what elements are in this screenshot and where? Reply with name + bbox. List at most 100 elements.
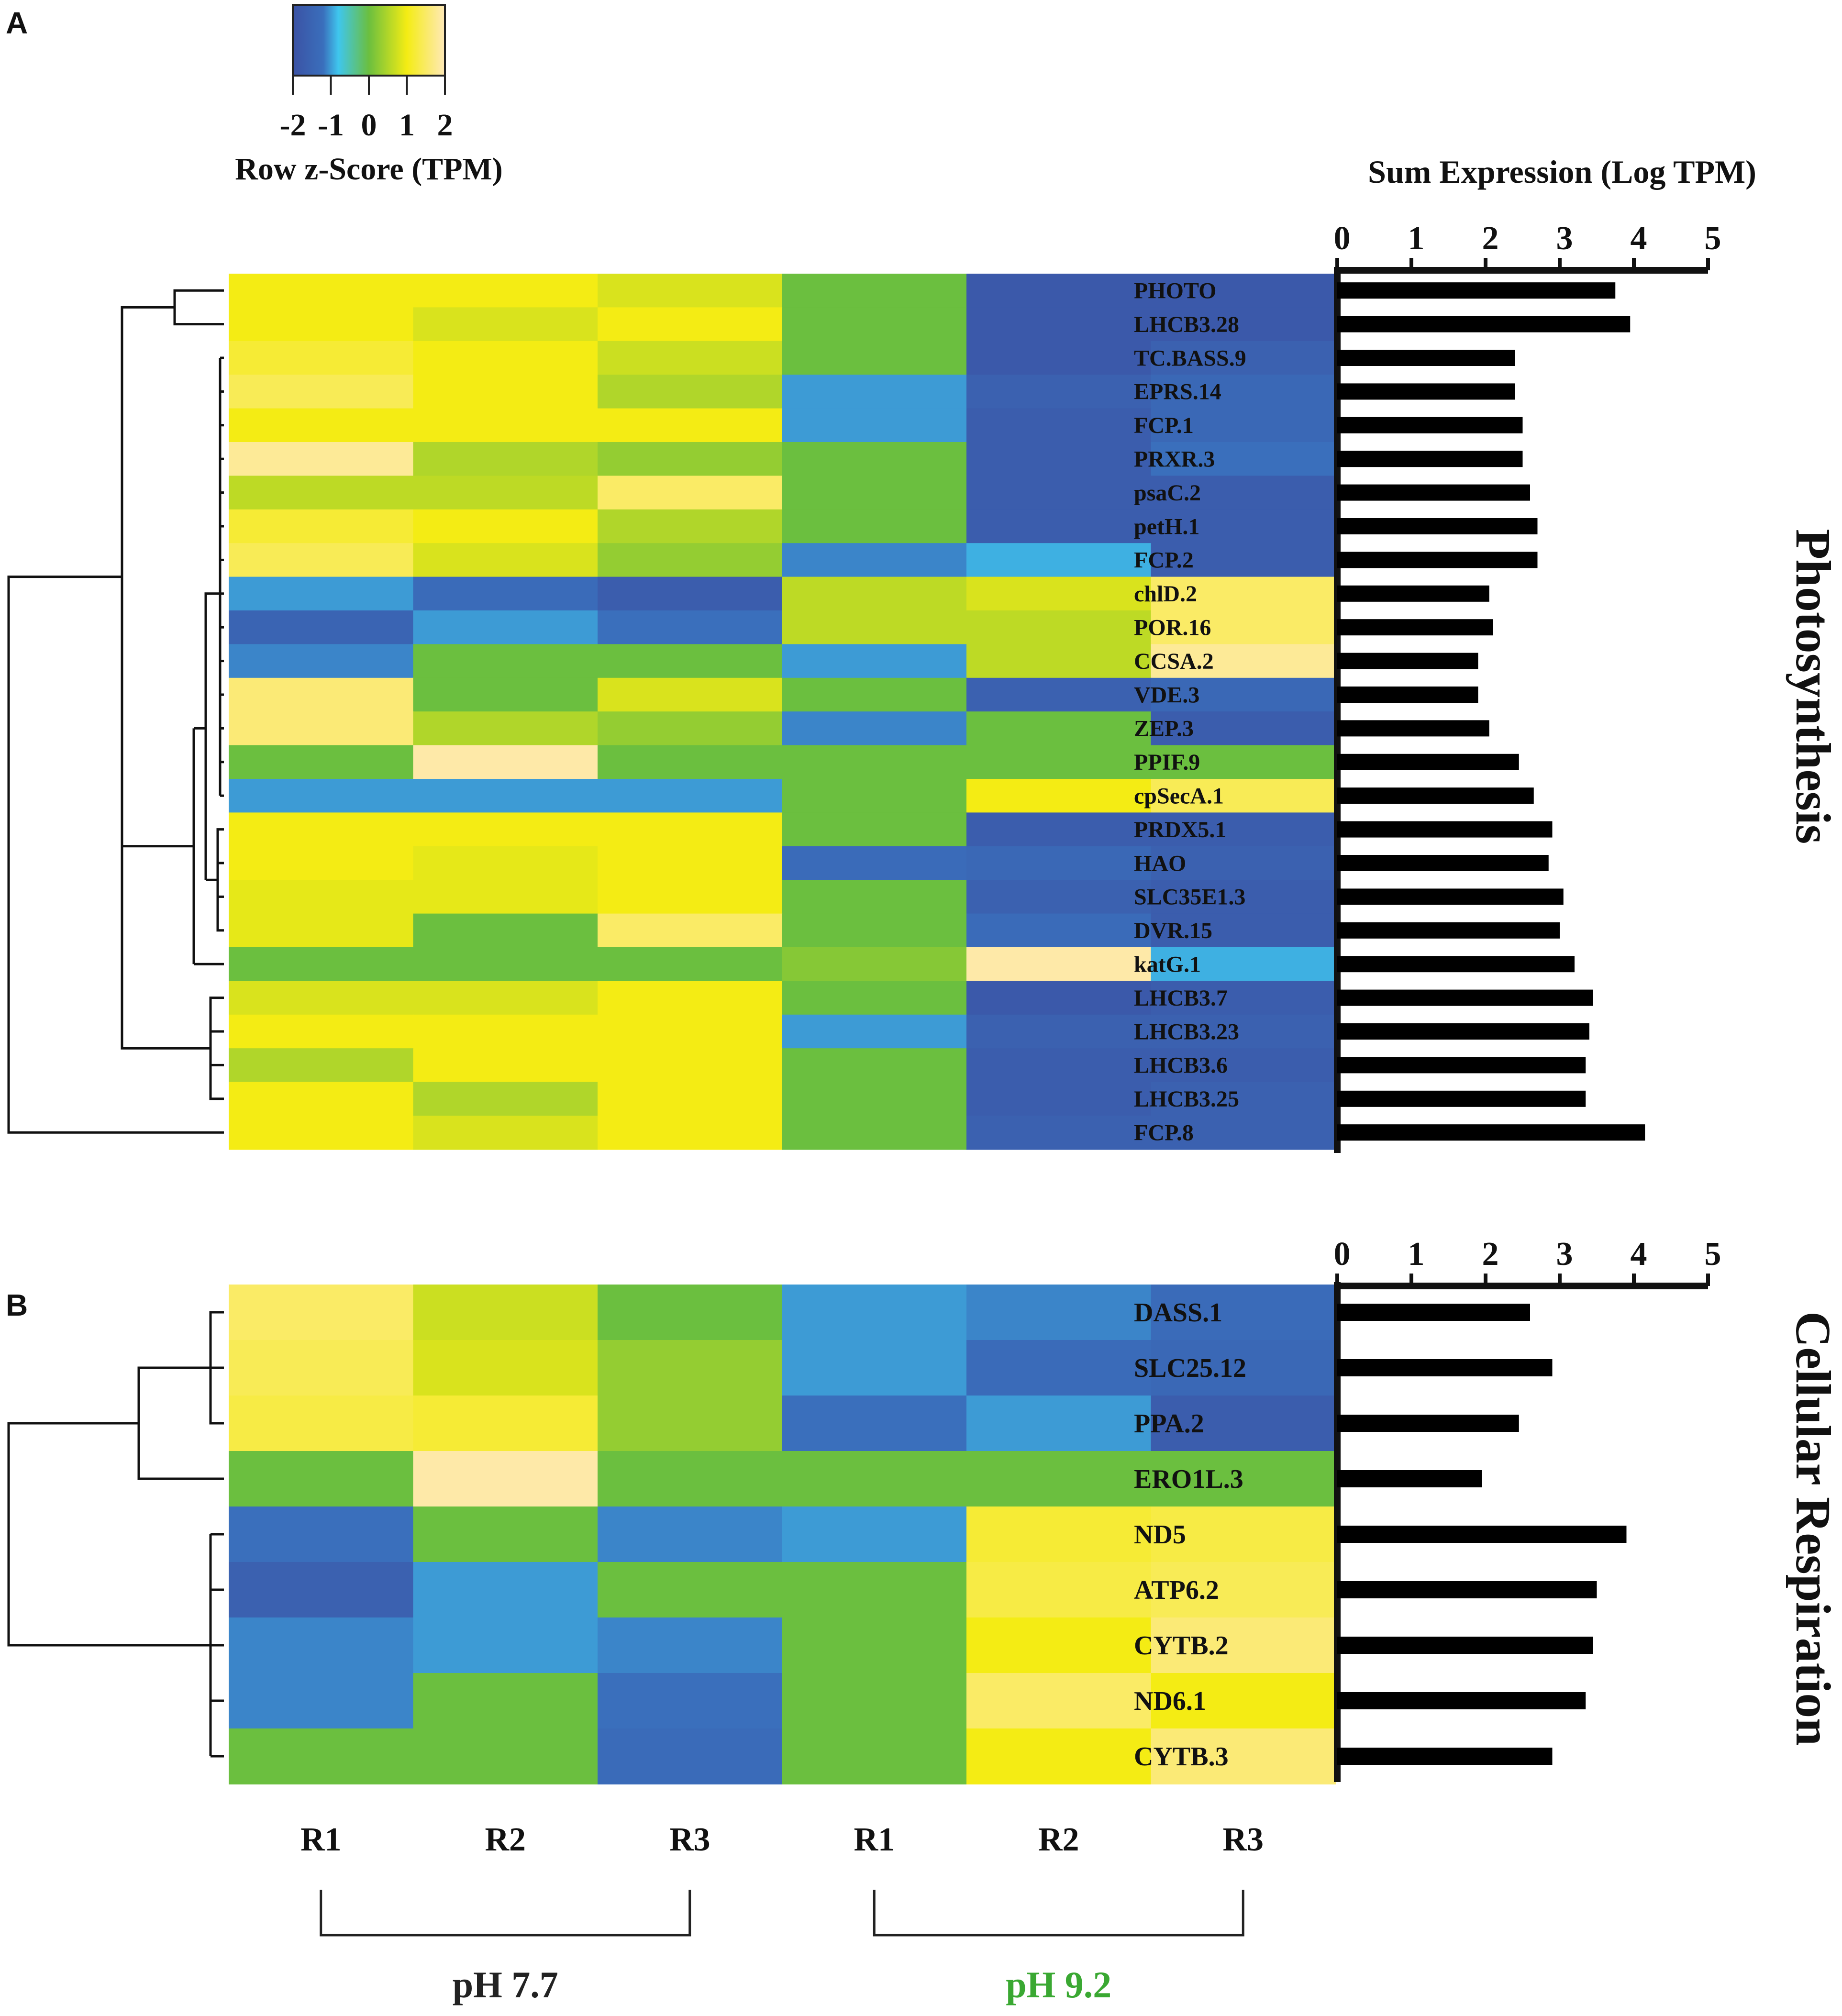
row-label: LHCB3.28 [1134, 312, 1239, 337]
dendrogram-respiration [7, 1311, 224, 1758]
heatmap-cell [966, 307, 1152, 342]
bar [1337, 855, 1549, 871]
heatmap-cell [966, 644, 1152, 678]
row-label: SLC25.12 [1134, 1353, 1246, 1383]
heatmap-cell [1151, 913, 1336, 948]
bar [1337, 1526, 1627, 1543]
heatmap-cell [598, 375, 783, 409]
heatmap-cell [966, 1673, 1152, 1729]
dendrogram-branch [173, 289, 224, 326]
heatmap-cell [598, 711, 783, 746]
heatmap-cell [413, 375, 598, 409]
heatmap-cell [598, 1506, 783, 1562]
heatmap-cell [598, 1116, 783, 1150]
dendrogram-branch [121, 306, 175, 846]
bar-tick-label: 0 [1334, 1236, 1351, 1273]
heatmap-cell [966, 509, 1152, 544]
heatmap-cell [598, 576, 783, 611]
heatmap-cell [413, 1617, 598, 1673]
heatmap-cell [966, 880, 1152, 914]
dendrogram-photosynthesis [7, 289, 224, 1134]
heatmap-cell [413, 745, 598, 779]
heatmap-cell [1151, 745, 1336, 779]
heatmap-cell [1151, 1285, 1336, 1340]
row-label: FCP.8 [1134, 1120, 1194, 1146]
heatmap-cell [782, 1562, 967, 1618]
heatmap-cell [1151, 341, 1336, 376]
heatmap-cell [229, 1506, 414, 1562]
column-label: R1 [854, 1821, 895, 1858]
dendrogram-branch [216, 828, 224, 932]
heatmap-cell [598, 846, 783, 881]
bar [1337, 619, 1493, 636]
heatmap-cell [782, 745, 967, 779]
heatmap-cell [229, 1048, 414, 1083]
heatmap-cell [966, 812, 1152, 847]
heatmap-cell [1151, 442, 1336, 476]
heatmap-cell [782, 408, 967, 443]
column-label: R3 [669, 1821, 710, 1858]
heatmap-cell [598, 509, 783, 544]
heatmap-cell [598, 981, 783, 1015]
bar-axis-title: Sum Expression (Log TPM) [1368, 154, 1756, 190]
bar [1337, 653, 1478, 669]
heatmap-cell [598, 913, 783, 948]
heatmap-cell [229, 1673, 414, 1729]
row-label: ND6.1 [1134, 1686, 1206, 1716]
heatmap-cell [1151, 610, 1336, 645]
heatmap-cell [782, 1728, 967, 1784]
colorbar: -2 -1 0 1 2 Row z-Score (TPM) [235, 4, 503, 187]
row-label: CYTB.2 [1134, 1631, 1229, 1661]
heatmap-cell [966, 846, 1152, 881]
heatmap-cell [1151, 644, 1336, 678]
heatmap-cell [413, 1014, 598, 1049]
section-label-respiration: Cellular Respiration [1786, 1311, 1841, 1746]
bar [1337, 451, 1523, 467]
heatmap-cell [229, 509, 414, 544]
heatmap-cell [1151, 812, 1336, 847]
heatmap-cell [782, 610, 967, 645]
bar [1337, 282, 1616, 299]
heatmap-cell [782, 846, 967, 881]
heatmap-cell [782, 1048, 967, 1083]
heatmap-cell [598, 543, 783, 577]
bar [1337, 585, 1489, 602]
dendrogram-branch [204, 592, 220, 880]
bar [1337, 1637, 1593, 1654]
heatmap-cell [413, 610, 598, 645]
heatmap-cell [229, 1562, 414, 1618]
column-labels: R1 R2 R3 R1 R2 R3 [300, 1821, 1264, 1858]
heatmap-cell [782, 812, 967, 847]
heatmap-cell [229, 1617, 414, 1673]
row-label: ATP6.2 [1134, 1575, 1219, 1605]
row-label: LHCB3.7 [1134, 986, 1228, 1011]
heatmap-cell [598, 1396, 783, 1451]
bar [1337, 350, 1515, 366]
bar-tick-label: 5 [1705, 220, 1721, 257]
bar [1337, 1090, 1586, 1107]
heatmap-cell [782, 543, 967, 577]
column-label: R2 [485, 1821, 526, 1858]
row-label: LHCB3.6 [1134, 1053, 1228, 1078]
row-label: POR.16 [1134, 615, 1211, 641]
heatmap-cell [966, 1562, 1152, 1618]
heatmap-cell [229, 543, 414, 577]
colorbar-ticks: -2 -1 0 1 2 [280, 76, 453, 143]
heatmap-cell [598, 644, 783, 678]
heatmap-cell [413, 1562, 598, 1618]
heatmap-cell [966, 442, 1152, 476]
heatmap-cell [229, 1285, 414, 1340]
bar-tick-label: 1 [1408, 220, 1425, 257]
heatmap-cell [598, 779, 783, 813]
heatmap-cell [1151, 1562, 1336, 1618]
heatmap-cell [782, 947, 967, 982]
heatmap-cell [413, 576, 598, 611]
colorbar-title: Row z-Score (TPM) [235, 152, 503, 187]
heatmap-cell [1151, 543, 1336, 577]
heatmap-cell [413, 1728, 598, 1784]
row-label: PPA.2 [1134, 1409, 1204, 1439]
row-label: PRXR.3 [1134, 447, 1215, 472]
heatmap-cell [966, 1728, 1152, 1784]
group-label: pH 9.2 [1006, 1964, 1111, 2005]
row-label: TC.BASS.9 [1134, 345, 1246, 371]
